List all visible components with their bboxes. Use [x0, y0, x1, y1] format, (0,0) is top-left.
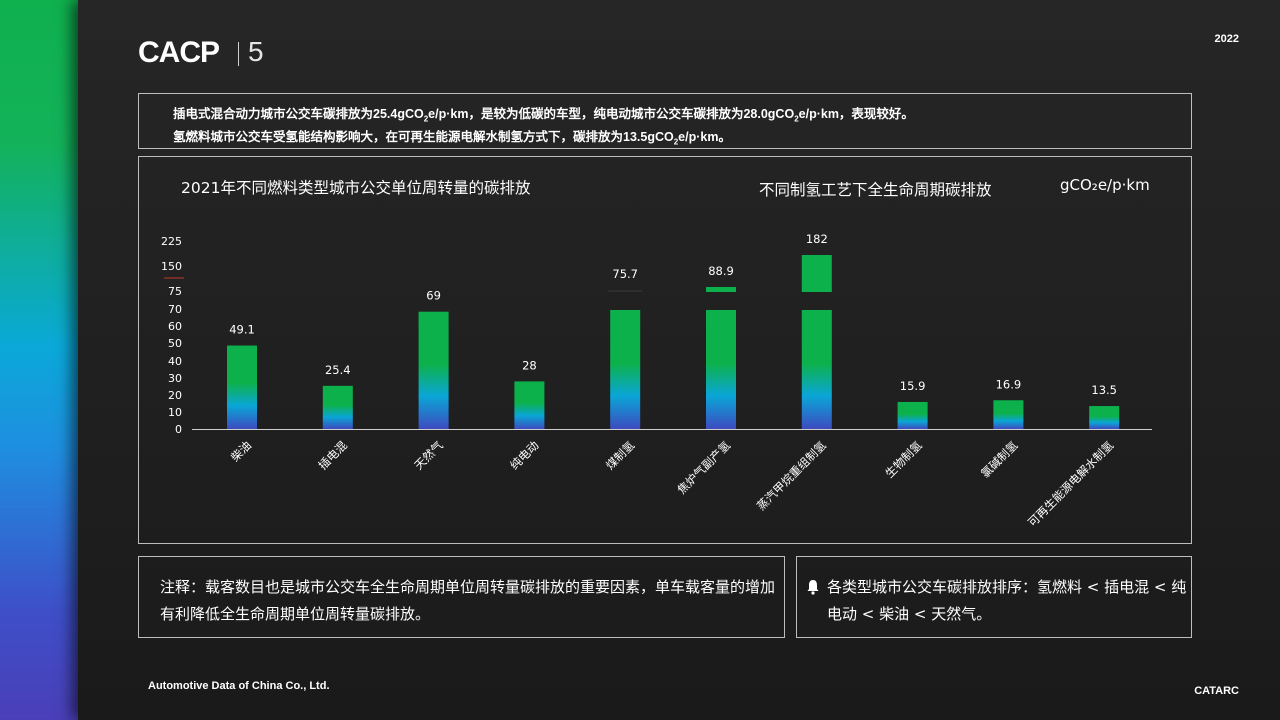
subscript-2: 2	[423, 114, 429, 124]
subscript-2: 2	[794, 114, 799, 124]
slide-panel	[78, 0, 1280, 720]
bar	[897, 401, 928, 429]
summary-line-2-part-a: 氢燃料城市公交车受氢能结构影响大，在可再生能源电解水制氢方式下，碳排放为13.5…	[173, 130, 674, 144]
summary-line-1-part-a: 插电式混合动力城市公交车碳排放为25.4gCO	[173, 107, 424, 121]
bar	[514, 381, 545, 429]
bar-value-label: 88.9	[708, 264, 734, 278]
bar-value-label: 49.1	[229, 323, 255, 337]
y-tick-label: 30	[168, 372, 182, 385]
bell-icon	[807, 580, 819, 595]
note-box: 注释：载客数目也是城市公交车全生命周期单位周转量碳排放的重要因素，单车载客量的增…	[138, 556, 785, 638]
y-tick-label: 150	[161, 260, 182, 273]
chart-title: 2021年不同燃料类型城市公交单位周转量的碳排放	[181, 179, 531, 197]
logo-anniversary-number: 5	[248, 36, 264, 67]
bar	[227, 345, 257, 429]
bar-value-label: 182	[806, 232, 828, 246]
x-category-label: 可再生能源电解水制氢	[1025, 438, 1117, 530]
summary-box: 插电式混合动力城市公交车碳排放为25.4gCO2e/p·km，是较为低碳的车型，…	[138, 93, 1192, 149]
y-tick-label: 225	[161, 235, 182, 248]
x-category-label: 蒸汽甲烷重组制氢	[754, 438, 829, 513]
chart-subtitle: 不同制氢工艺下全生命周期碳排放	[759, 181, 992, 199]
footer-brand: CATARC	[1194, 685, 1239, 697]
chart-unit: gCO₂e/p·km	[1060, 176, 1150, 194]
bar-chart: 49.1 柴油 25.4 插电混 69 天然气 28 纯电动 75.7 煤制氢 88.9 焦炉气副产氢…	[161, 232, 1152, 530]
y-tick-label: 0	[175, 423, 182, 436]
bar	[418, 311, 449, 429]
summary-line-1-part-c: e/p·km，表现较好。	[798, 107, 914, 121]
ranking-text: 各类型城市公交车碳排放排序：氢燃料 < 插电混 < 纯电动 < 柴油 < 天然气…	[827, 578, 1187, 623]
x-category-label: 纯电动	[507, 438, 541, 472]
subscript-2: 2	[673, 137, 679, 147]
footer-company: Automotive Data of China Co., Ltd.	[148, 680, 330, 692]
bar	[322, 385, 353, 429]
bar-value-label: 28	[522, 358, 537, 372]
bar-value-label: 16.9	[996, 377, 1022, 391]
bar-value-label: 75.7	[612, 267, 638, 281]
y-tick-label: 20	[168, 389, 182, 402]
x-category-label: 天然气	[411, 438, 446, 473]
cacp-logo: CACP	[138, 36, 220, 69]
bar	[801, 310, 832, 429]
summary-line-2: 氢燃料城市公交车受氢能结构影响大，在可再生能源电解水制氢方式下，碳排放为13.5…	[173, 126, 731, 147]
y-tick-label: 70	[168, 303, 182, 316]
x-category-label: 生物制氢	[882, 438, 925, 481]
y-tick-label: 75	[168, 285, 182, 298]
note-text: 注释：载客数目也是城市公交车全生命周期单位周转量碳排放的重要因素，单车载客量的增…	[160, 578, 776, 623]
ranking-box: 各类型城市公交车碳排放排序：氢燃料 < 插电混 < 纯电动 < 柴油 < 天然气…	[796, 556, 1192, 638]
bar-value-label: 15.9	[900, 379, 926, 393]
bar	[1089, 406, 1120, 429]
y-tick-label: 10	[168, 406, 182, 419]
bar-value-label: 13.5	[1091, 383, 1117, 397]
bar-upper-segment	[801, 255, 832, 292]
x-category-label: 氯碱制氢	[978, 438, 1021, 481]
bar	[610, 310, 641, 429]
logo-divider	[238, 42, 239, 66]
gradient-side-bar	[0, 0, 78, 720]
summary-line-2-part-b: e/p·km。	[678, 130, 731, 144]
bar-value-label: 25.4	[325, 363, 351, 377]
summary-line-1: 插电式混合动力城市公交车碳排放为25.4gCO2e/p·km，是较为低碳的车型，…	[173, 103, 914, 124]
y-tick-label: 60	[168, 320, 182, 333]
chart-box: 2021年不同燃料类型城市公交单位周转量的碳排放 不同制氢工艺下全生命周期碳排放…	[138, 156, 1192, 544]
bar	[706, 310, 736, 429]
x-category-label: 焦炉气副产氢	[674, 438, 733, 497]
bar	[993, 400, 1024, 429]
summary-line-1-part-b: e/p·km，是较为低碳的车型，纯电动城市公交车碳排放为28.0gCO	[428, 107, 795, 121]
x-category-label: 柴油	[228, 438, 254, 464]
y-tick-label: 50	[168, 337, 182, 350]
y-tick-label: 40	[168, 355, 182, 368]
year-tag: 2022	[1214, 33, 1239, 45]
bar-value-label: 69	[426, 289, 441, 303]
x-category-label: 插电混	[316, 438, 351, 473]
x-category-label: 煤制氢	[603, 438, 638, 473]
bar-upper-segment	[706, 287, 736, 292]
